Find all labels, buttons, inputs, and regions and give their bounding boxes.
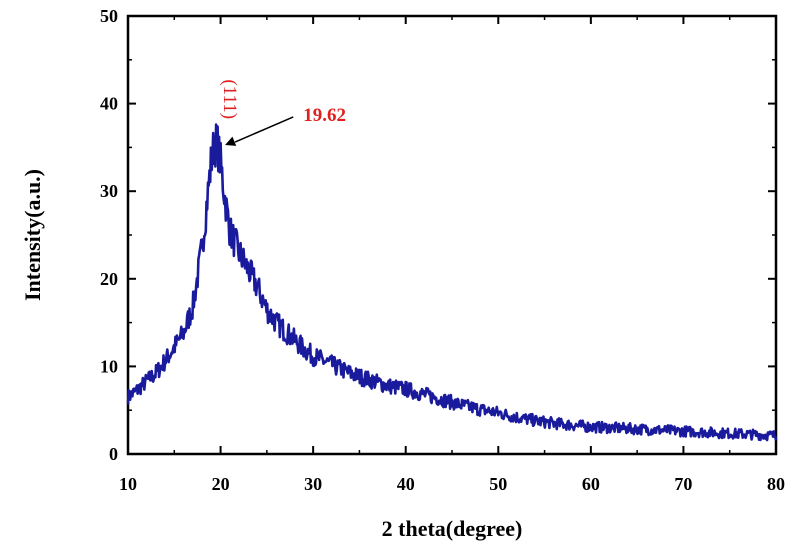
peak-index-label: (111) xyxy=(219,79,240,119)
peak-position-label: 19.62 xyxy=(303,105,346,126)
x-tick-label: 60 xyxy=(582,474,600,494)
x-tick-label: 70 xyxy=(674,474,692,494)
y-tick-label: 10 xyxy=(100,356,118,376)
y-tick-label: 40 xyxy=(100,94,118,114)
y-tick-label: 30 xyxy=(100,181,118,201)
y-tick-label: 50 xyxy=(100,6,118,26)
x-tick-label: 50 xyxy=(489,474,507,494)
x-tick-label: 10 xyxy=(119,474,137,494)
peak-arrow-head xyxy=(225,136,237,146)
x-tick-label: 40 xyxy=(397,474,415,494)
y-tick-label: 20 xyxy=(100,269,118,289)
x-tick-label: 80 xyxy=(767,474,785,494)
x-axis-title: 2 theta(degree) xyxy=(382,516,523,541)
y-tick-label: 0 xyxy=(109,444,118,464)
x-tick-label: 30 xyxy=(304,474,322,494)
xrd-series-line xyxy=(126,123,778,442)
peak-arrow-line xyxy=(234,116,294,143)
y-axis-title: Intensity(a.u.) xyxy=(20,169,45,301)
x-tick-label: 20 xyxy=(212,474,230,494)
